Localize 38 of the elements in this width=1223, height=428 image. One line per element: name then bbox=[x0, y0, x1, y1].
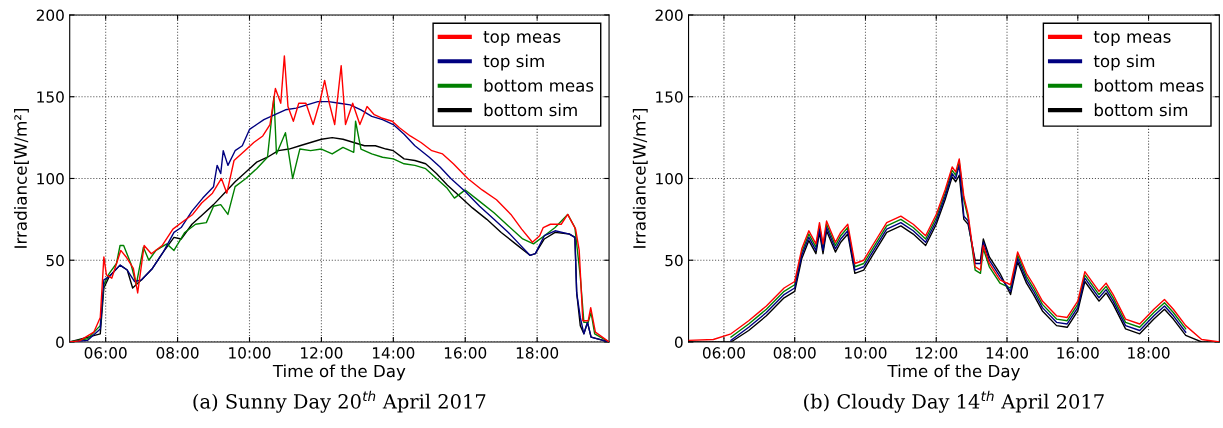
x-tick-label: 12:00 bbox=[301, 347, 343, 359]
legend-label: top meas bbox=[483, 30, 561, 47]
x-tick-label: 16:00 bbox=[1057, 347, 1099, 359]
text: (a) Sunny Day 20$^{th}$ April 2017 bbox=[193, 390, 486, 413]
text: (b) Cloudy Day 14$^{th}$ April 2017 bbox=[804, 390, 1104, 413]
x-tick-label: 14:00 bbox=[986, 347, 1029, 359]
legend-label: top sim bbox=[483, 54, 544, 71]
legend-label: bottom sim bbox=[1094, 103, 1188, 117]
y-tick-label: 50 bbox=[46, 254, 64, 267]
x-tick-label: 08:00 bbox=[156, 347, 199, 359]
x-tick-label: 18:00 bbox=[1128, 347, 1170, 359]
y-axis-title: Irradiance[W/m²] bbox=[14, 108, 29, 248]
x-tick-label: 10:00 bbox=[845, 347, 887, 359]
y-tick-label: 150 bbox=[37, 91, 64, 103]
legend-label: top meas bbox=[1093, 30, 1171, 47]
x-axis-title: Time of the Day bbox=[887, 364, 1020, 381]
x-tick-label: 06:00 bbox=[84, 347, 127, 359]
y-tick-label: 0 bbox=[56, 336, 64, 348]
x-tick-label: 14:00 bbox=[372, 347, 415, 359]
legend-label: top sim bbox=[1093, 54, 1155, 71]
x-axis-title: Time of the Day bbox=[272, 364, 406, 381]
x-tick-label: 06:00 bbox=[702, 347, 745, 359]
legend-label: bottom meas bbox=[1094, 78, 1204, 92]
legend-label: bottom meas bbox=[484, 78, 594, 92]
y-tick-label: 50 bbox=[665, 254, 683, 267]
x-tick-label: 12:00 bbox=[915, 347, 958, 359]
y-tick-label: 100 bbox=[656, 172, 683, 185]
y-tick-label: 200 bbox=[655, 9, 683, 21]
x-tick-label: 16:00 bbox=[444, 347, 487, 359]
y-tick-label: 0 bbox=[674, 336, 683, 348]
x-tick-label: 18:00 bbox=[516, 347, 559, 359]
y-tick-label: 100 bbox=[37, 172, 64, 185]
y-tick-label: 200 bbox=[36, 9, 64, 21]
y-axis-title: Irradiance[W/m²] bbox=[632, 108, 648, 248]
y-tick-label: 150 bbox=[656, 91, 683, 103]
x-tick-label: 08:00 bbox=[773, 347, 816, 359]
legend-label: bottom sim bbox=[484, 103, 577, 117]
x-tick-label: 10:00 bbox=[229, 347, 271, 359]
